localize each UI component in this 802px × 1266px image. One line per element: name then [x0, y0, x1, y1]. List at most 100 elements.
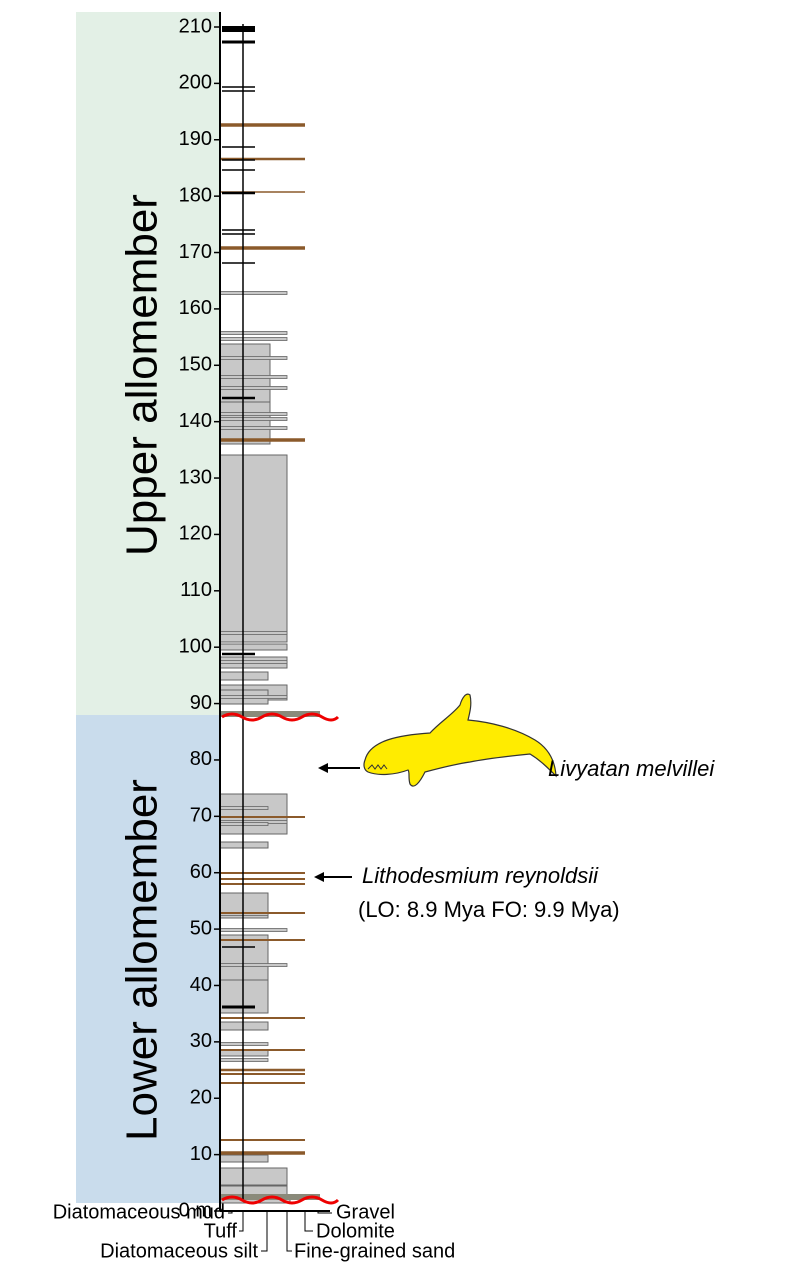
dolomite-layer	[220, 191, 305, 193]
tick-label: 50	[190, 917, 212, 939]
zone-label: Lower allomember	[118, 779, 167, 1141]
legend-brackets	[228, 1211, 332, 1252]
thin-layer	[219, 806, 269, 810]
gray-layer	[219, 1021, 269, 1031]
tick-label: 10	[190, 1143, 212, 1165]
thin-layer	[219, 356, 288, 360]
whale-icon	[363, 693, 557, 787]
gray-layer	[219, 454, 288, 643]
tick-label: 60	[190, 861, 212, 883]
thin-layer	[219, 822, 269, 826]
thin-layer	[219, 331, 288, 335]
dolomite-layer	[220, 157, 305, 161]
tick-label: 170	[179, 241, 212, 263]
tuff-layer	[222, 40, 255, 44]
tick-label: 200	[179, 72, 212, 94]
tuff-layer	[222, 26, 255, 32]
tuff-layer	[222, 946, 255, 948]
dolomite-layer	[220, 1073, 305, 1075]
dolomite-layer	[220, 246, 305, 250]
thin-layer	[219, 631, 288, 635]
thin-layer	[219, 386, 288, 390]
tick-label: 140	[179, 410, 212, 432]
gray-layer	[219, 934, 269, 981]
tick-label: 150	[179, 354, 212, 376]
tuff-layer	[222, 396, 255, 400]
dolomite-layer	[220, 1139, 305, 1141]
legend-label: Fine-grained sand	[294, 1240, 455, 1262]
tuff-layer	[222, 262, 255, 264]
tick-label: 30	[190, 1030, 212, 1052]
thin-layer	[219, 426, 288, 430]
thin-layer	[219, 1042, 269, 1046]
gray-layer	[219, 387, 271, 403]
thin-layer	[219, 291, 288, 295]
dolomite-layer	[220, 1017, 305, 1019]
thin-layer	[219, 375, 288, 379]
tick-label: 190	[179, 128, 212, 150]
thin-layer	[219, 412, 288, 416]
dolomite-layer	[220, 1151, 305, 1155]
thin-layer	[219, 417, 288, 421]
layers	[219, 26, 320, 1204]
dolomite-layer	[220, 816, 305, 818]
tick-label: 20	[190, 1087, 212, 1109]
tick-label: 120	[179, 523, 212, 545]
gray-layer	[219, 793, 288, 835]
tick-label: 180	[179, 184, 212, 206]
tick-label: 130	[179, 466, 212, 488]
dolomite-layer	[220, 872, 305, 874]
tick-label: 80	[190, 748, 212, 770]
dolomite-layer	[220, 1068, 305, 1072]
tuff-layer	[222, 86, 255, 88]
thin-layer	[219, 337, 288, 341]
gray-layer	[219, 841, 269, 849]
gray-layer	[219, 1154, 269, 1163]
tick-label: 0 m	[179, 1199, 212, 1221]
annotation: Livyatan melvillei	[548, 756, 715, 781]
annotation-detail: (LO: 8.9 Mya FO: 9.9 Mya)	[358, 897, 620, 922]
tick-label: 70	[190, 805, 212, 827]
dolomite-layer	[220, 123, 305, 127]
legend-label: Diatomaceous silt	[100, 1240, 258, 1262]
whale-teeth	[367, 764, 388, 770]
tick-label: 110	[180, 579, 212, 601]
dolomite-layer	[220, 912, 305, 914]
legend-label: Dolomite	[316, 1220, 395, 1242]
tuff-layer	[222, 191, 255, 195]
thin-layer	[219, 928, 288, 932]
gray-layer	[219, 671, 269, 681]
dolomite-layer	[220, 883, 305, 885]
tuff-layer	[222, 146, 255, 148]
dolomite-layer	[220, 1082, 305, 1084]
tick-label: 90	[190, 692, 212, 714]
thin-layer	[219, 963, 288, 967]
dolomite-layer	[220, 878, 305, 880]
upper-zone	[76, 12, 220, 715]
thin-layer	[219, 660, 288, 664]
tuff-layer	[222, 169, 255, 171]
legend-label: Tuff	[204, 1220, 238, 1242]
tuff-layer	[222, 159, 255, 161]
arrow-head	[318, 763, 328, 773]
annotation: Lithodesmium reynoldsii	[362, 863, 599, 888]
thin-layer	[219, 1058, 269, 1062]
tuff-layer	[222, 1005, 255, 1009]
zone-label: Upper allomember	[118, 194, 167, 556]
unconformity	[221, 712, 340, 722]
tuff-layer	[222, 90, 255, 92]
tick-label: 40	[190, 974, 212, 996]
tick-label: 210	[179, 15, 212, 37]
tuff-layer	[222, 229, 255, 231]
tuff-layer	[222, 652, 255, 656]
dolomite-layer	[220, 1049, 305, 1051]
arrow-head	[314, 872, 324, 882]
legend-label: Diatomaceous mud	[53, 1201, 225, 1223]
legend-label: Gravel	[336, 1201, 395, 1223]
tick-label: 160	[179, 297, 212, 319]
tuff-layer	[222, 233, 255, 235]
unconformity	[221, 1195, 340, 1205]
dolomite-layer	[220, 939, 305, 941]
tick-label: 100	[179, 635, 212, 657]
